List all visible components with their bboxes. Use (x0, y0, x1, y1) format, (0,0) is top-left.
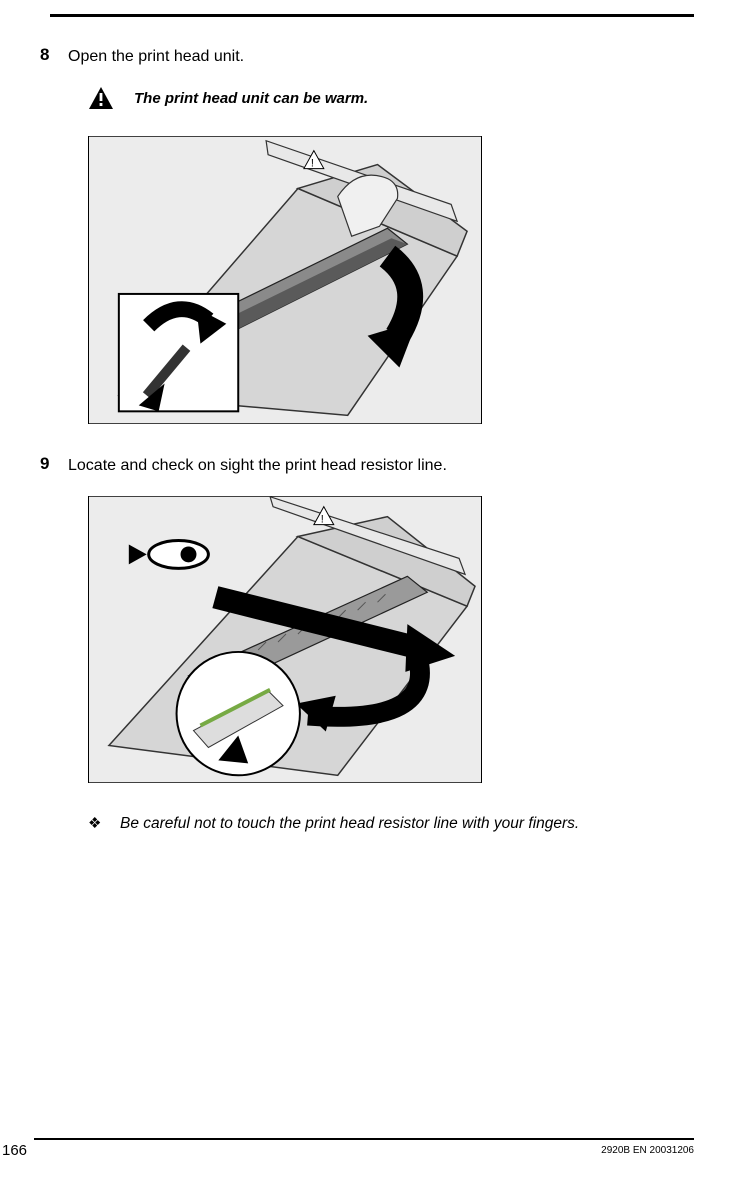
note-text: Be careful not to touch the print head r… (120, 813, 579, 835)
step-text: Locate and check on sight the print head… (68, 454, 447, 477)
page-footer: 166 2920B EN 20031206 (0, 1138, 744, 1159)
note-step-9: ❖ Be careful not to touch the print head… (88, 813, 694, 835)
svg-text:!: ! (321, 513, 324, 525)
step-number: 9 (40, 454, 68, 474)
svg-text:!: ! (311, 158, 314, 170)
step-number: 8 (40, 45, 68, 65)
page-number: 166 (2, 1142, 27, 1159)
step-8: 8 Open the print head unit. (50, 45, 694, 68)
diamond-bullet-icon: ❖ (88, 813, 120, 832)
top-rule (50, 14, 694, 17)
step-text: Open the print head unit. (68, 45, 244, 68)
figure-step-9: ! (88, 496, 482, 783)
document-id: 2920B EN 20031206 (601, 1145, 694, 1156)
step-9: 9 Locate and check on sight the print he… (50, 454, 694, 477)
warning-box: The print head unit can be warm. (88, 86, 694, 110)
figure-step-8: ! (88, 136, 482, 424)
warning-text: The print head unit can be warm. (134, 90, 368, 107)
warning-icon (88, 86, 114, 110)
